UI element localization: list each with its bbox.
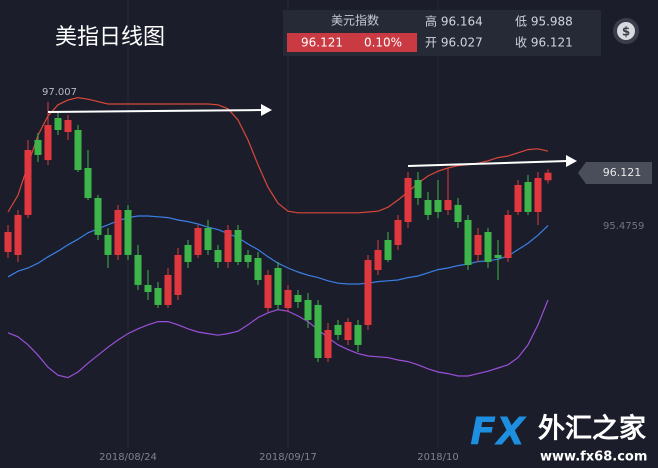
candle-body — [304, 300, 312, 320]
candle-body — [174, 254, 182, 295]
candle-body — [144, 284, 152, 292]
candle-body — [244, 254, 252, 262]
candle-body — [154, 288, 162, 305]
price: 96.121 — [301, 36, 343, 50]
arrows — [47, 104, 577, 167]
open: 开 96.027 — [425, 36, 483, 50]
last-label: 96.121 — [603, 166, 642, 179]
candle-body — [524, 182, 532, 212]
candle-body — [54, 118, 62, 130]
candle-body — [314, 304, 322, 358]
arrow — [47, 109, 263, 113]
change: 0.10% — [364, 36, 402, 50]
candle-body — [364, 260, 372, 325]
candle-body — [234, 230, 242, 262]
candle-body — [84, 168, 92, 198]
candle-body — [114, 210, 122, 255]
instrument-name: 美元指数 — [331, 13, 379, 28]
high: 高 96.164 — [425, 14, 483, 29]
watermark-url: www.fx68.com — [540, 450, 647, 465]
candle-body — [214, 250, 222, 262]
mid-label: 95.4759 — [603, 221, 644, 232]
candle-body — [354, 324, 362, 345]
candle-body — [484, 232, 492, 262]
candle-body — [94, 198, 102, 235]
currency-symbol: $ — [622, 25, 630, 39]
candle-body — [14, 214, 22, 255]
candle-body — [324, 330, 332, 358]
candle-body — [74, 130, 82, 170]
low: 低 95.988 — [515, 15, 573, 29]
band-line — [7, 96, 549, 214]
chart-title: 美指日线图 — [55, 25, 165, 50]
candle-body — [534, 178, 542, 212]
candle-body — [544, 172, 552, 181]
price-tag — [578, 162, 652, 184]
candle-body — [404, 178, 412, 222]
candles — [4, 101, 552, 362]
arrow — [407, 160, 568, 167]
candle-body — [284, 290, 292, 308]
candle-body — [104, 234, 112, 255]
candle-body — [274, 268, 282, 305]
candle-body — [514, 184, 522, 212]
candle-body — [494, 254, 502, 258]
watermark-brand: FX — [470, 410, 527, 454]
candle-body — [374, 250, 382, 270]
candle-body — [204, 228, 212, 250]
candle-body — [464, 220, 472, 265]
candle-body — [194, 228, 202, 255]
candle-body — [264, 274, 272, 308]
candle-body — [394, 220, 402, 245]
candle-body — [334, 324, 342, 335]
candle-body — [64, 120, 72, 132]
candle-body — [474, 234, 482, 255]
candle-body — [424, 200, 432, 215]
candle-body — [184, 244, 192, 262]
x-tick-label: 2018/08/24 — [99, 452, 157, 463]
candle-body — [4, 232, 12, 252]
arrow-head — [566, 155, 577, 167]
candle-body — [434, 200, 442, 212]
candle-body — [384, 240, 392, 260]
watermark-name: 外汇之家 — [538, 413, 646, 445]
arrow-head — [261, 104, 272, 116]
x-tick-label: 2018/09/17 — [259, 452, 317, 463]
change-box — [287, 33, 417, 52]
candle-body — [134, 254, 142, 285]
currency-icon — [617, 22, 635, 40]
candle-body — [344, 322, 352, 340]
candle-body — [294, 294, 302, 302]
candle-body — [504, 214, 512, 258]
close: 收 96.121 — [515, 36, 573, 50]
candle-body — [444, 200, 452, 210]
candle-body — [24, 150, 32, 215]
candle-body — [414, 180, 422, 198]
candle-body — [34, 140, 42, 155]
candle-body — [44, 124, 52, 160]
x-tick-label: 2018/10 — [417, 452, 459, 463]
high-label: 97.007 — [42, 87, 77, 98]
candle-body — [224, 230, 232, 262]
candle-body — [454, 204, 462, 222]
candle-body — [124, 210, 132, 255]
candle-body — [254, 258, 262, 280]
candle-body — [164, 274, 172, 305]
